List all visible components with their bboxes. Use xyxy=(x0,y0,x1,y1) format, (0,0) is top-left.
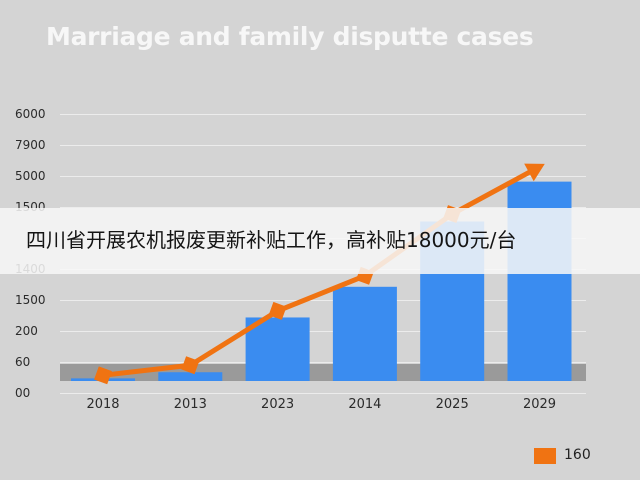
x-tick-label: 2018 xyxy=(86,397,119,412)
x-tick-label: 2025 xyxy=(436,397,469,412)
legend-label: 160 xyxy=(564,447,591,463)
trend-arrow-head xyxy=(524,163,545,182)
x-tick-label: 2013 xyxy=(174,397,207,412)
y-tick-label: 00 xyxy=(15,386,30,400)
line-point-marker xyxy=(94,366,112,385)
trend-line xyxy=(102,164,541,378)
y-tick-label: 6000 xyxy=(15,107,46,121)
x-tick-label: 2023 xyxy=(261,397,294,412)
y-tick-label: 7900 xyxy=(15,138,46,152)
y-tick-label: 60 xyxy=(15,355,30,369)
y-tick-label: 1500 xyxy=(15,293,46,307)
bar xyxy=(332,286,397,381)
line-point-marker xyxy=(268,301,287,320)
legend-swatch xyxy=(534,448,556,464)
y-tick-label: 5000 xyxy=(15,169,46,183)
x-tick-label: 2014 xyxy=(348,397,381,412)
x-tick-label: 2029 xyxy=(523,397,556,412)
line-point-marker xyxy=(181,356,200,375)
overlay-banner: 四川省开展农机报废更新补贴工作，高补贴18000元/台 xyxy=(0,208,640,274)
y-tick-label: 200 xyxy=(15,324,38,338)
bar xyxy=(158,372,223,381)
bar xyxy=(245,317,310,381)
chart-title: Marriage and family disputte cases xyxy=(46,22,534,51)
overlay-caption: 四川省开展农机报废更新补贴工作，高补贴18000元/台 xyxy=(26,228,517,252)
